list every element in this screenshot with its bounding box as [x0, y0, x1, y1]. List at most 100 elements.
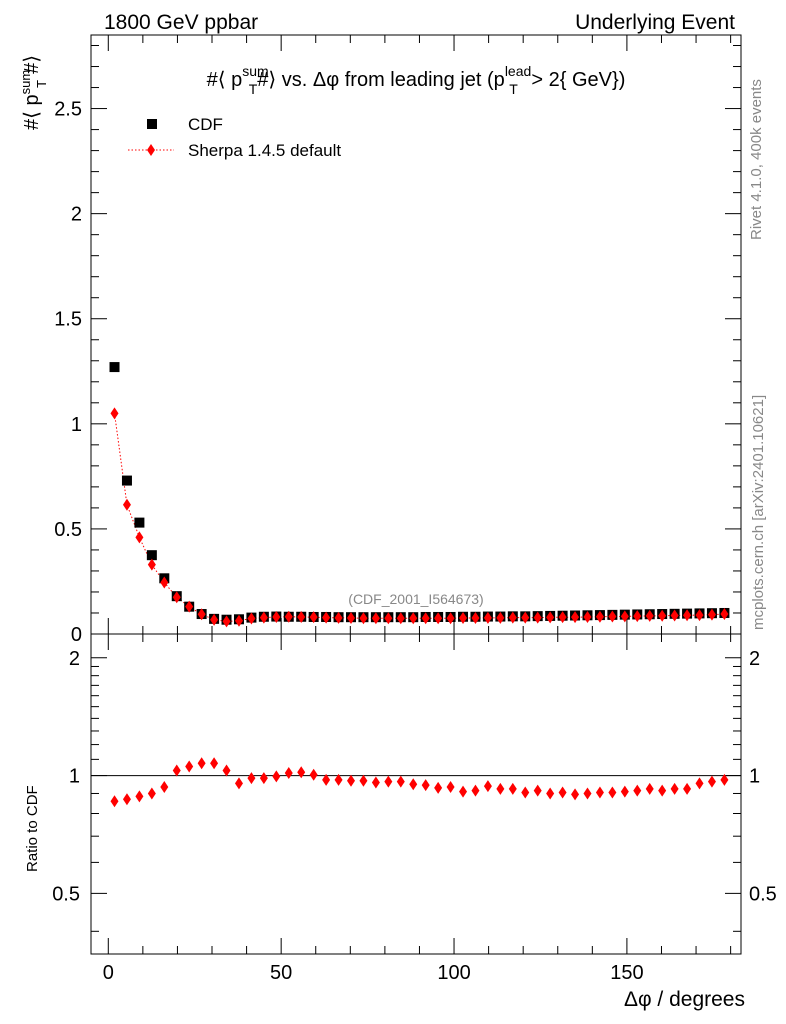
- legend-data-marker: [147, 119, 157, 129]
- mc-data-point: [595, 610, 604, 623]
- mc-data-point: [471, 612, 480, 625]
- main-axis-ticks: [91, 35, 741, 635]
- mc-data-point: [359, 612, 368, 625]
- mc-data-point: [620, 610, 629, 623]
- mc-data-point: [347, 612, 355, 625]
- legend: CDF Sherpa 1.4.5 default: [128, 115, 341, 160]
- ratio-y-tick-label-left: 1: [69, 766, 80, 788]
- title-part3: > 2{ GeV}): [526, 69, 626, 91]
- main-y-axis-label: #⟨ psumT#⟩: [18, 55, 49, 130]
- mc-data-point: [284, 610, 293, 623]
- ratio-y-tick-label-right: 2: [749, 648, 760, 670]
- ratio-data-point: [384, 775, 393, 788]
- mcplots-label: mcplots.cern.ch [arXiv:2401.10621]: [750, 395, 767, 630]
- ratio-data-point: [147, 787, 156, 800]
- ratio-data-point: [508, 782, 517, 795]
- mc-data-point: [234, 614, 243, 627]
- main-y-tick-label: 0: [71, 624, 82, 646]
- title-part2-sup: lead: [505, 63, 531, 79]
- ratio-data-point: [259, 772, 268, 785]
- ratio-data-point: [720, 773, 729, 786]
- cdf-data-point: [109, 362, 120, 373]
- ratio-data-point: [210, 757, 219, 770]
- mc-data-point: [707, 608, 716, 621]
- title-part1: #⟨ p: [207, 69, 243, 91]
- ratio-data-point: [645, 782, 654, 795]
- legend-data-label: CDF: [188, 115, 223, 134]
- ratio-y-tick-label-right: 0.5: [749, 883, 777, 905]
- x-tick-label: 150: [610, 962, 643, 984]
- mc-data-point: [645, 609, 654, 622]
- mc-data-points: [110, 407, 729, 628]
- mc-data-point: [459, 612, 468, 625]
- title-part1-sup: sum: [242, 63, 268, 79]
- main-y-tick-label: 2.5: [54, 99, 82, 121]
- mc-data-point: [421, 612, 430, 625]
- mc-data-point: [508, 611, 517, 624]
- x-tick-label: 0: [103, 962, 114, 984]
- ratio-data-point: [620, 785, 629, 798]
- ratio-data-point: [197, 757, 206, 770]
- mc-data-point: [309, 611, 318, 624]
- mc-data-point: [160, 576, 169, 589]
- ratio-data-point: [222, 764, 231, 777]
- mc-data-point: [110, 407, 119, 420]
- ratio-y-tick-label-left: 0.5: [52, 883, 80, 905]
- mc-data-point: [496, 611, 505, 624]
- ratio-plot-frame: [90, 633, 742, 955]
- ratio-data-point: [670, 782, 679, 795]
- mc-data-point: [247, 612, 256, 625]
- mc-data-point: [583, 610, 592, 623]
- mc-data-point: [371, 612, 380, 625]
- ratio-y-tick-label-left: 2: [69, 648, 80, 670]
- mc-data-point: [222, 615, 231, 628]
- ratio-data-point: [595, 786, 604, 799]
- x-tick-label: 100: [437, 962, 470, 984]
- mc-data-point: [670, 609, 679, 622]
- mc-data-point: [409, 612, 418, 625]
- header-left-label: 1800 GeV ppbar: [104, 11, 258, 34]
- ratio-axis-ticks: [91, 634, 741, 954]
- mc-data-point: [259, 611, 268, 624]
- mc-data-point: [533, 611, 542, 624]
- ratio-data-point: [122, 793, 131, 806]
- mc-data-point: [122, 498, 131, 511]
- plot-title: #⟨ psum T#⟩ vs. Δφ from leading jet (plea…: [207, 63, 626, 97]
- analysis-id-label: (CDF_2001_I564673): [348, 591, 483, 607]
- ratio-data-points: [110, 757, 729, 808]
- ratio-data-point: [396, 775, 405, 788]
- header-right-label: Underlying Event: [575, 11, 735, 34]
- ratio-data-point: [683, 782, 692, 795]
- ratio-tick-labels: 0.5 0.5 1 1 2 2 0 50 100 150: [52, 648, 777, 984]
- mc-data-point: [172, 591, 181, 604]
- ratio-data-point: [135, 790, 144, 803]
- mc-data-point: [384, 612, 393, 625]
- ratio-data-point: [434, 781, 443, 794]
- ratio-data-point: [695, 777, 704, 790]
- title-part1-sub: T: [249, 81, 258, 97]
- ratio-data-point: [172, 764, 181, 777]
- mc-data-point: [658, 609, 667, 622]
- ratio-data-point: [297, 766, 306, 779]
- ratio-data-point: [160, 780, 169, 793]
- ratio-data-point: [533, 784, 542, 797]
- main-y-tick-label: 0.5: [54, 519, 82, 541]
- mc-data-point: [197, 608, 206, 621]
- mc-data-point: [334, 611, 343, 624]
- ratio-data-point: [185, 760, 194, 773]
- ratio-data-point: [633, 784, 642, 797]
- mc-data-point: [446, 612, 455, 625]
- cdf-data-point: [146, 550, 157, 561]
- main-y-tick-labels: 0 0.5 1 1.5 2 2.5: [54, 99, 82, 646]
- ratio-data-point: [110, 795, 119, 808]
- ratio-data-point: [247, 772, 256, 785]
- mc-data-point: [483, 611, 492, 624]
- cdf-data-points: [109, 362, 730, 625]
- mc-data-point: [135, 531, 144, 544]
- mc-data-point: [608, 610, 617, 623]
- mc-data-point: [434, 612, 443, 625]
- mc-data-point: [322, 611, 331, 624]
- cdf-data-point: [121, 475, 132, 486]
- ratio-data-point: [322, 773, 331, 786]
